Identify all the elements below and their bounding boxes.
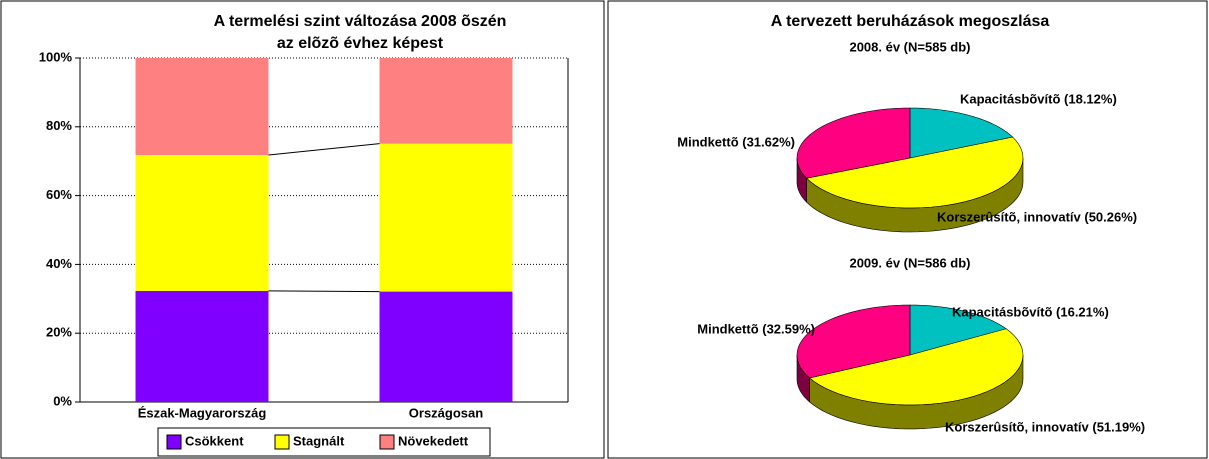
x-tick-label: Országosan xyxy=(409,405,483,420)
y-tick-label: 80% xyxy=(46,118,72,133)
pie-label: Kapacitásbõvítõ (18.12%) xyxy=(960,91,1117,106)
pie-subtitle: 2009. év (N=586 db) xyxy=(849,255,970,270)
bar-segment xyxy=(135,290,269,402)
series-line xyxy=(268,143,380,156)
pie-slice xyxy=(805,136,1024,209)
pie-slice xyxy=(796,304,911,379)
x-tick-label: Észak-Magyarország xyxy=(138,405,267,420)
pie-label: Korszerûsítõ, innovatív (51.19%) xyxy=(945,419,1145,434)
pie-label: Kapacitásbõvítõ (16.21%) xyxy=(952,304,1109,319)
legend-swatch xyxy=(274,434,290,450)
y-tick-label: 60% xyxy=(46,187,72,202)
y-tick-label: 20% xyxy=(46,325,72,340)
legend-label: Stagnált xyxy=(293,433,345,448)
bar-segment xyxy=(135,155,269,291)
bar-segment xyxy=(379,58,513,144)
series-line xyxy=(268,290,380,293)
legend-swatch xyxy=(379,434,395,450)
pie-label: Mindkettõ (31.62%) xyxy=(677,134,795,149)
y-tick-label: 100% xyxy=(39,49,73,64)
chart-title: A tervezett beruházások megoszlása xyxy=(771,13,1050,30)
pie-label: Mindkettõ (32.59%) xyxy=(697,321,815,336)
pie-slice xyxy=(796,107,911,179)
chart-title: az elõzõ évhez képest xyxy=(277,35,444,52)
pie-slice xyxy=(909,304,1007,356)
pie-slice xyxy=(909,107,1014,159)
pie-slice xyxy=(808,328,1024,406)
legend-label: Csökkent xyxy=(185,433,244,448)
bar-segment xyxy=(135,58,269,156)
legend-label: Növekedett xyxy=(398,433,469,448)
bar-segment xyxy=(379,291,513,402)
left-panel xyxy=(0,0,605,459)
pie-label: Korszerûsítõ, innovatív (50.26%) xyxy=(937,209,1137,224)
legend-swatch xyxy=(166,434,182,450)
chart-title: A termelési szint változása 2008 õszén xyxy=(214,13,507,30)
bar-segment xyxy=(379,143,513,292)
y-tick-label: 0% xyxy=(53,393,72,408)
legend xyxy=(157,427,491,457)
y-tick-label: 40% xyxy=(46,256,72,271)
pie-subtitle: 2008. év (N=585 db) xyxy=(849,39,970,54)
